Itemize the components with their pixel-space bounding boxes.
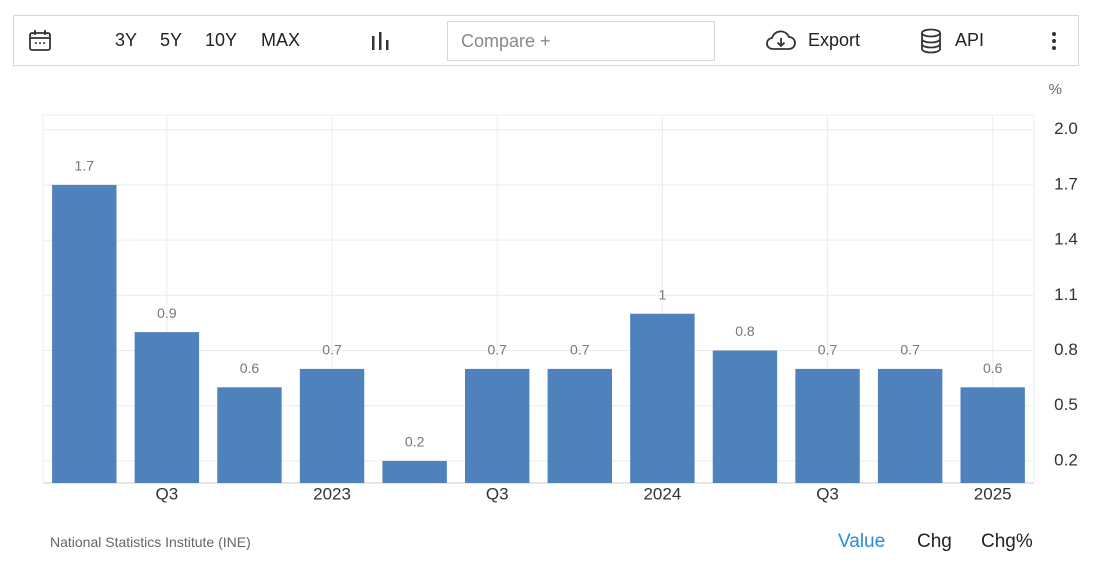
bar <box>382 460 447 483</box>
chart: % 0.2 0.5 0.8 1.1 1.4 1.7 2.0 1.7 Q3 0.9 0.6 2023 0.… <box>42 81 1078 503</box>
bar <box>877 368 943 483</box>
tab[interactable]: Chg% <box>981 531 1033 552</box>
value-label: 0.8 <box>735 323 755 339</box>
x-tick-label: 2023 <box>313 484 351 503</box>
y-tick-label: 1.4 <box>1054 230 1078 249</box>
value-label: 1.7 <box>75 158 95 174</box>
y-tick-label: 2.0 <box>1054 119 1078 138</box>
menu-icon[interactable] <box>1048 31 1060 53</box>
toolbar: 3Y 5Y 10Y MAX Compare + Export API <box>13 15 1079 66</box>
x-tick-label: Q3 <box>816 484 839 503</box>
y-tick-label: 0.8 <box>1054 340 1078 359</box>
value-label: 0.7 <box>487 342 507 358</box>
value-label: 0.6 <box>983 360 1003 376</box>
bar <box>960 387 1025 483</box>
compare-input[interactable]: Compare + <box>447 21 715 61</box>
bar <box>547 368 612 483</box>
x-tick-label: Q3 <box>486 484 509 503</box>
bar <box>52 184 117 484</box>
range-button[interactable]: 10Y <box>205 30 238 50</box>
api-button[interactable]: API <box>955 30 985 50</box>
tab[interactable]: Chg <box>917 531 952 552</box>
range-button[interactable]: MAX <box>261 30 301 50</box>
x-tick-label: 2025 <box>974 484 1012 503</box>
value-label: 0.7 <box>322 342 342 358</box>
value-label: 0.7 <box>900 342 920 358</box>
value-label: 0.6 <box>240 360 260 376</box>
calendar-icon[interactable] <box>28 29 52 53</box>
unit-label: % <box>1049 81 1062 98</box>
bar <box>795 368 860 483</box>
api-icon[interactable] <box>920 28 942 54</box>
export-icon[interactable] <box>765 28 797 54</box>
x-tick-label: 2024 <box>643 484 681 503</box>
value-label: 0.2 <box>405 434 425 450</box>
value-label: 1 <box>658 286 666 302</box>
y-tick-label: 0.2 <box>1054 450 1078 469</box>
bar <box>630 313 695 483</box>
range-button[interactable]: 3Y <box>115 30 138 50</box>
y-tick-label: 1.1 <box>1054 285 1078 304</box>
chart-type-icon[interactable] <box>370 30 392 52</box>
bar <box>217 387 282 483</box>
bar <box>299 368 365 483</box>
bar <box>134 332 200 483</box>
y-tick-label: 0.5 <box>1054 395 1078 414</box>
value-label: 0.7 <box>818 342 838 358</box>
export-button[interactable]: Export <box>808 30 861 50</box>
bar <box>712 350 778 483</box>
y-tick-label: 1.7 <box>1054 174 1078 193</box>
tab[interactable]: Value <box>838 531 886 552</box>
x-tick-label: Q3 <box>156 484 179 503</box>
range-button[interactable]: 5Y <box>160 30 183 50</box>
value-label: 0.9 <box>157 305 177 321</box>
source: National Statistics Institute (INE) <box>50 534 251 550</box>
value-label: 0.7 <box>570 342 590 358</box>
bar <box>465 368 530 483</box>
